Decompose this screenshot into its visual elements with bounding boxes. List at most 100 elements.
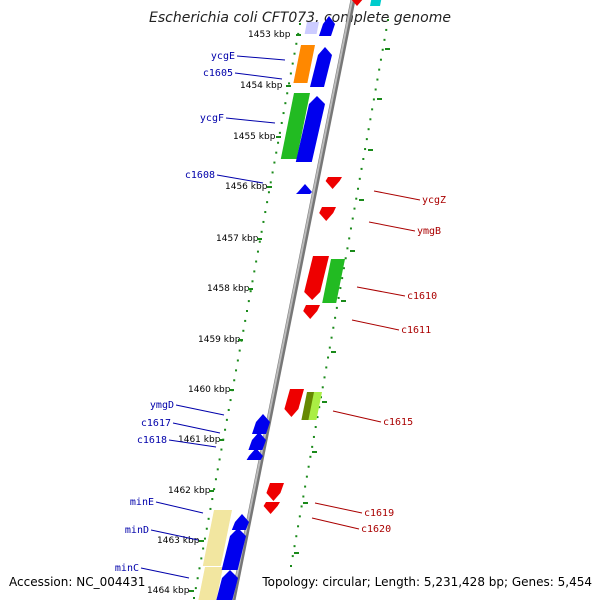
left-scale-dot <box>289 72 292 75</box>
backbone-highlight <box>230 0 354 600</box>
kbp-label: 1460 kbp <box>188 385 231 395</box>
left-scale-dot <box>246 310 248 312</box>
leader-line-c1610 <box>356 286 406 297</box>
gene-block-c1610 <box>322 259 345 303</box>
right-scale-dot <box>311 445 314 448</box>
right-scale-dot <box>383 38 386 41</box>
gene-label-ymgB: ymgB <box>417 226 441 237</box>
kbp-label: 1462 kbp <box>168 486 211 496</box>
left-scale-dot <box>247 300 250 303</box>
right-tick <box>294 552 299 554</box>
right-tick <box>322 401 327 403</box>
kbp-tick <box>257 238 262 240</box>
right-scale-dot <box>304 485 307 488</box>
gene-arrow-c1611 <box>303 305 320 319</box>
right-scale-dot <box>290 565 292 567</box>
leader-line-c1620 <box>311 517 360 530</box>
left-scale-dot <box>196 577 199 580</box>
right-tick <box>350 250 355 252</box>
right-scale-dot <box>318 406 321 409</box>
kbp-label: 1463 kbp <box>157 536 200 546</box>
kbp-tick <box>209 490 214 492</box>
left-scale-dot <box>244 319 247 322</box>
left-scale-dot <box>242 329 245 332</box>
leader-line-ycgF <box>225 117 276 124</box>
summary-text: Topology: circular; Length: 5,231,428 bp… <box>262 575 592 589</box>
kbp-label: 1461 kbp <box>178 435 221 445</box>
left-scale-dot <box>273 161 276 164</box>
kbp-label: 1464 kbp <box>147 586 190 596</box>
gene-label-minE: minE <box>130 497 154 508</box>
kbp-tick <box>189 590 194 592</box>
left-scale-dot <box>295 42 298 45</box>
right-scale-dot <box>381 48 384 51</box>
map-title: Escherichia coli CFT073, complete genome <box>149 10 451 26</box>
left-scale-dot <box>255 260 258 263</box>
right-tick <box>312 451 317 453</box>
right-scale-dot <box>341 277 344 280</box>
gene-label-minC: minC <box>115 563 139 574</box>
right-scale-dot <box>376 78 379 81</box>
gene-label-c1605: c1605 <box>203 68 233 79</box>
left-scale-dot <box>277 141 280 144</box>
kbp-tick <box>199 540 204 542</box>
right-scale-dot <box>371 108 374 111</box>
gene-label-ycgF: ycgF <box>200 113 224 124</box>
leader-line-ycgZ <box>373 190 421 201</box>
gene-label-c1608: c1608 <box>185 170 215 181</box>
left-scale-dot <box>293 52 296 55</box>
leader-line-c1618 <box>168 439 217 448</box>
left-scale-dot <box>271 171 274 174</box>
right-tick <box>377 98 382 100</box>
left-scale-dot <box>256 250 259 253</box>
right-scale-dot <box>328 346 331 349</box>
left-scale-dot <box>200 557 203 560</box>
left-scale-dot <box>280 121 283 124</box>
right-tick <box>385 48 390 50</box>
right-scale-dot <box>362 157 365 160</box>
right-scale-dot <box>300 505 303 508</box>
right-tick <box>303 502 308 504</box>
left-scale-dot <box>251 280 254 283</box>
kbp-label: 1453 kbp <box>248 30 291 40</box>
left-scale-dot <box>236 359 239 362</box>
right-scale-dot <box>365 138 368 141</box>
right-scale-dot <box>360 167 363 170</box>
kbp-tick <box>219 439 224 441</box>
right-scale-dot <box>364 148 367 151</box>
left-scale-dot <box>258 240 261 243</box>
left-scale-dot <box>203 537 206 540</box>
left-scale-dot <box>299 23 301 25</box>
gene-features <box>198 0 382 600</box>
gene-label-c1619: c1619 <box>364 508 394 519</box>
right-scale-dot <box>327 356 330 359</box>
right-scale-dot <box>379 58 382 61</box>
leader-line-c1605 <box>234 72 283 80</box>
left-scale-dot <box>269 181 272 184</box>
left-scale-dot <box>286 92 289 95</box>
left-scale-dot <box>220 448 223 451</box>
right-scale-dot <box>297 525 300 528</box>
gene-label-c1615: c1615 <box>383 417 413 428</box>
left-scale-dot <box>229 399 232 402</box>
left-scale-dot <box>202 547 205 550</box>
plus-strand-feature <box>319 16 335 36</box>
partial-cyan <box>370 0 382 6</box>
right-tick <box>368 149 373 151</box>
right-tick <box>359 199 364 201</box>
right-scale-dot <box>337 296 340 299</box>
right-scale-dot <box>367 128 370 131</box>
left-scale-dot <box>227 408 230 411</box>
right-scale-dot <box>302 495 305 498</box>
kbp-label: 1455 kbp <box>233 132 276 142</box>
gene-block-minC <box>198 567 223 600</box>
left-scale-dot <box>297 32 300 35</box>
right-scale-dot <box>307 465 310 468</box>
left-scale-dot <box>262 220 265 223</box>
kbp-tick <box>286 85 291 87</box>
leader-line-c1619 <box>314 502 363 514</box>
right-scale-dot <box>321 386 324 389</box>
leader-line-minD <box>150 529 199 541</box>
left-scale-dot <box>218 458 221 461</box>
